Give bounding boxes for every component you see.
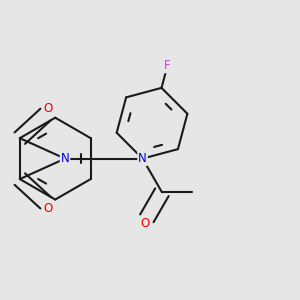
Text: N: N: [138, 152, 147, 165]
Text: F: F: [164, 59, 171, 72]
Text: O: O: [43, 102, 52, 116]
Text: N: N: [61, 152, 69, 165]
Text: O: O: [43, 202, 52, 215]
Text: O: O: [140, 218, 149, 230]
